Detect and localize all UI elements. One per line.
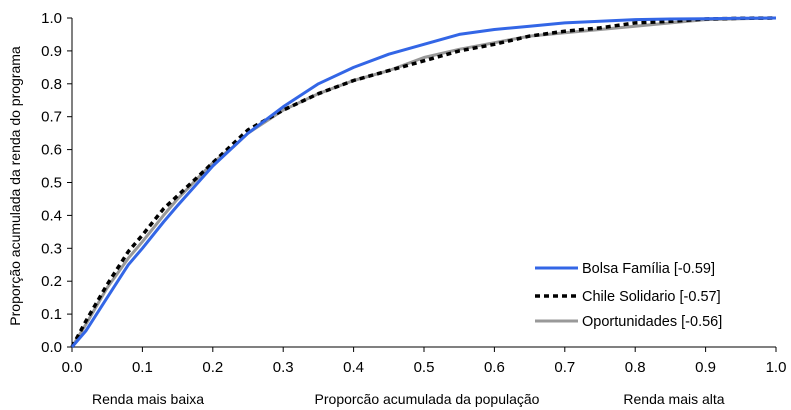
x-axis-label: Proporcão acumulada da população (315, 391, 540, 407)
y-tick-label: 0.0 (41, 339, 62, 356)
x-tick-label: 0.3 (273, 359, 294, 376)
x-tick-label: 0.8 (625, 359, 646, 376)
x-tick-label: 0.6 (484, 359, 505, 376)
x-tick-label: 0.7 (554, 359, 575, 376)
x-tick-label: 0.4 (343, 359, 364, 376)
x-axis-right-label: Renda mais alta (623, 391, 724, 407)
y-axis-ticks: 0.0 0.1 0.2 0.3 0.4 0.5 0.6 0.7 0.8 0.9 1.0 (41, 10, 72, 356)
x-tick-label: 0.0 (62, 359, 83, 376)
y-tick-label: 0.5 (41, 175, 62, 192)
y-tick-label: 0.1 (41, 306, 62, 323)
series-line-chile-solidario (70, 16, 777, 348)
y-tick-label: 0.7 (41, 109, 62, 126)
legend-label-oportunidades: Oportunidades [-0.56] (582, 314, 722, 330)
y-tick-label: 0.3 (41, 240, 62, 257)
x-tick-label: 1.0 (766, 359, 787, 376)
x-tick-label: 0.5 (414, 359, 435, 376)
x-tick-label: 0.2 (202, 359, 223, 376)
y-axis-label: Proporção acumulada da renda do programa (7, 46, 23, 326)
y-tick-label: 0.4 (41, 207, 62, 224)
y-tick-label: 0.6 (41, 142, 62, 159)
y-tick-label: 0.2 (41, 273, 62, 290)
y-tick-label: 0.9 (41, 43, 62, 60)
x-tick-label: 0.1 (132, 359, 153, 376)
x-axis-ticks: 0.0 0.1 0.2 0.3 0.4 0.5 0.6 0.7 0.8 0.9 1.0 (62, 347, 787, 376)
y-tick-label: 0.8 (41, 76, 62, 93)
legend-label-bolsa-familia: Bolsa Família [-0.59] (582, 261, 715, 277)
y-tick-label: 1.0 (41, 10, 62, 27)
x-tick-label: 0.9 (695, 359, 716, 376)
x-axis-left-label: Renda mais baixa (92, 391, 204, 407)
legend-label-chile-solidario: Chile Solidario [-0.57] (582, 289, 721, 305)
series-line-bolsa-familia (70, 16, 777, 348)
series-layer (70, 16, 777, 348)
legend: Bolsa Família [-0.59] Chile Solidario [-… (535, 261, 722, 330)
